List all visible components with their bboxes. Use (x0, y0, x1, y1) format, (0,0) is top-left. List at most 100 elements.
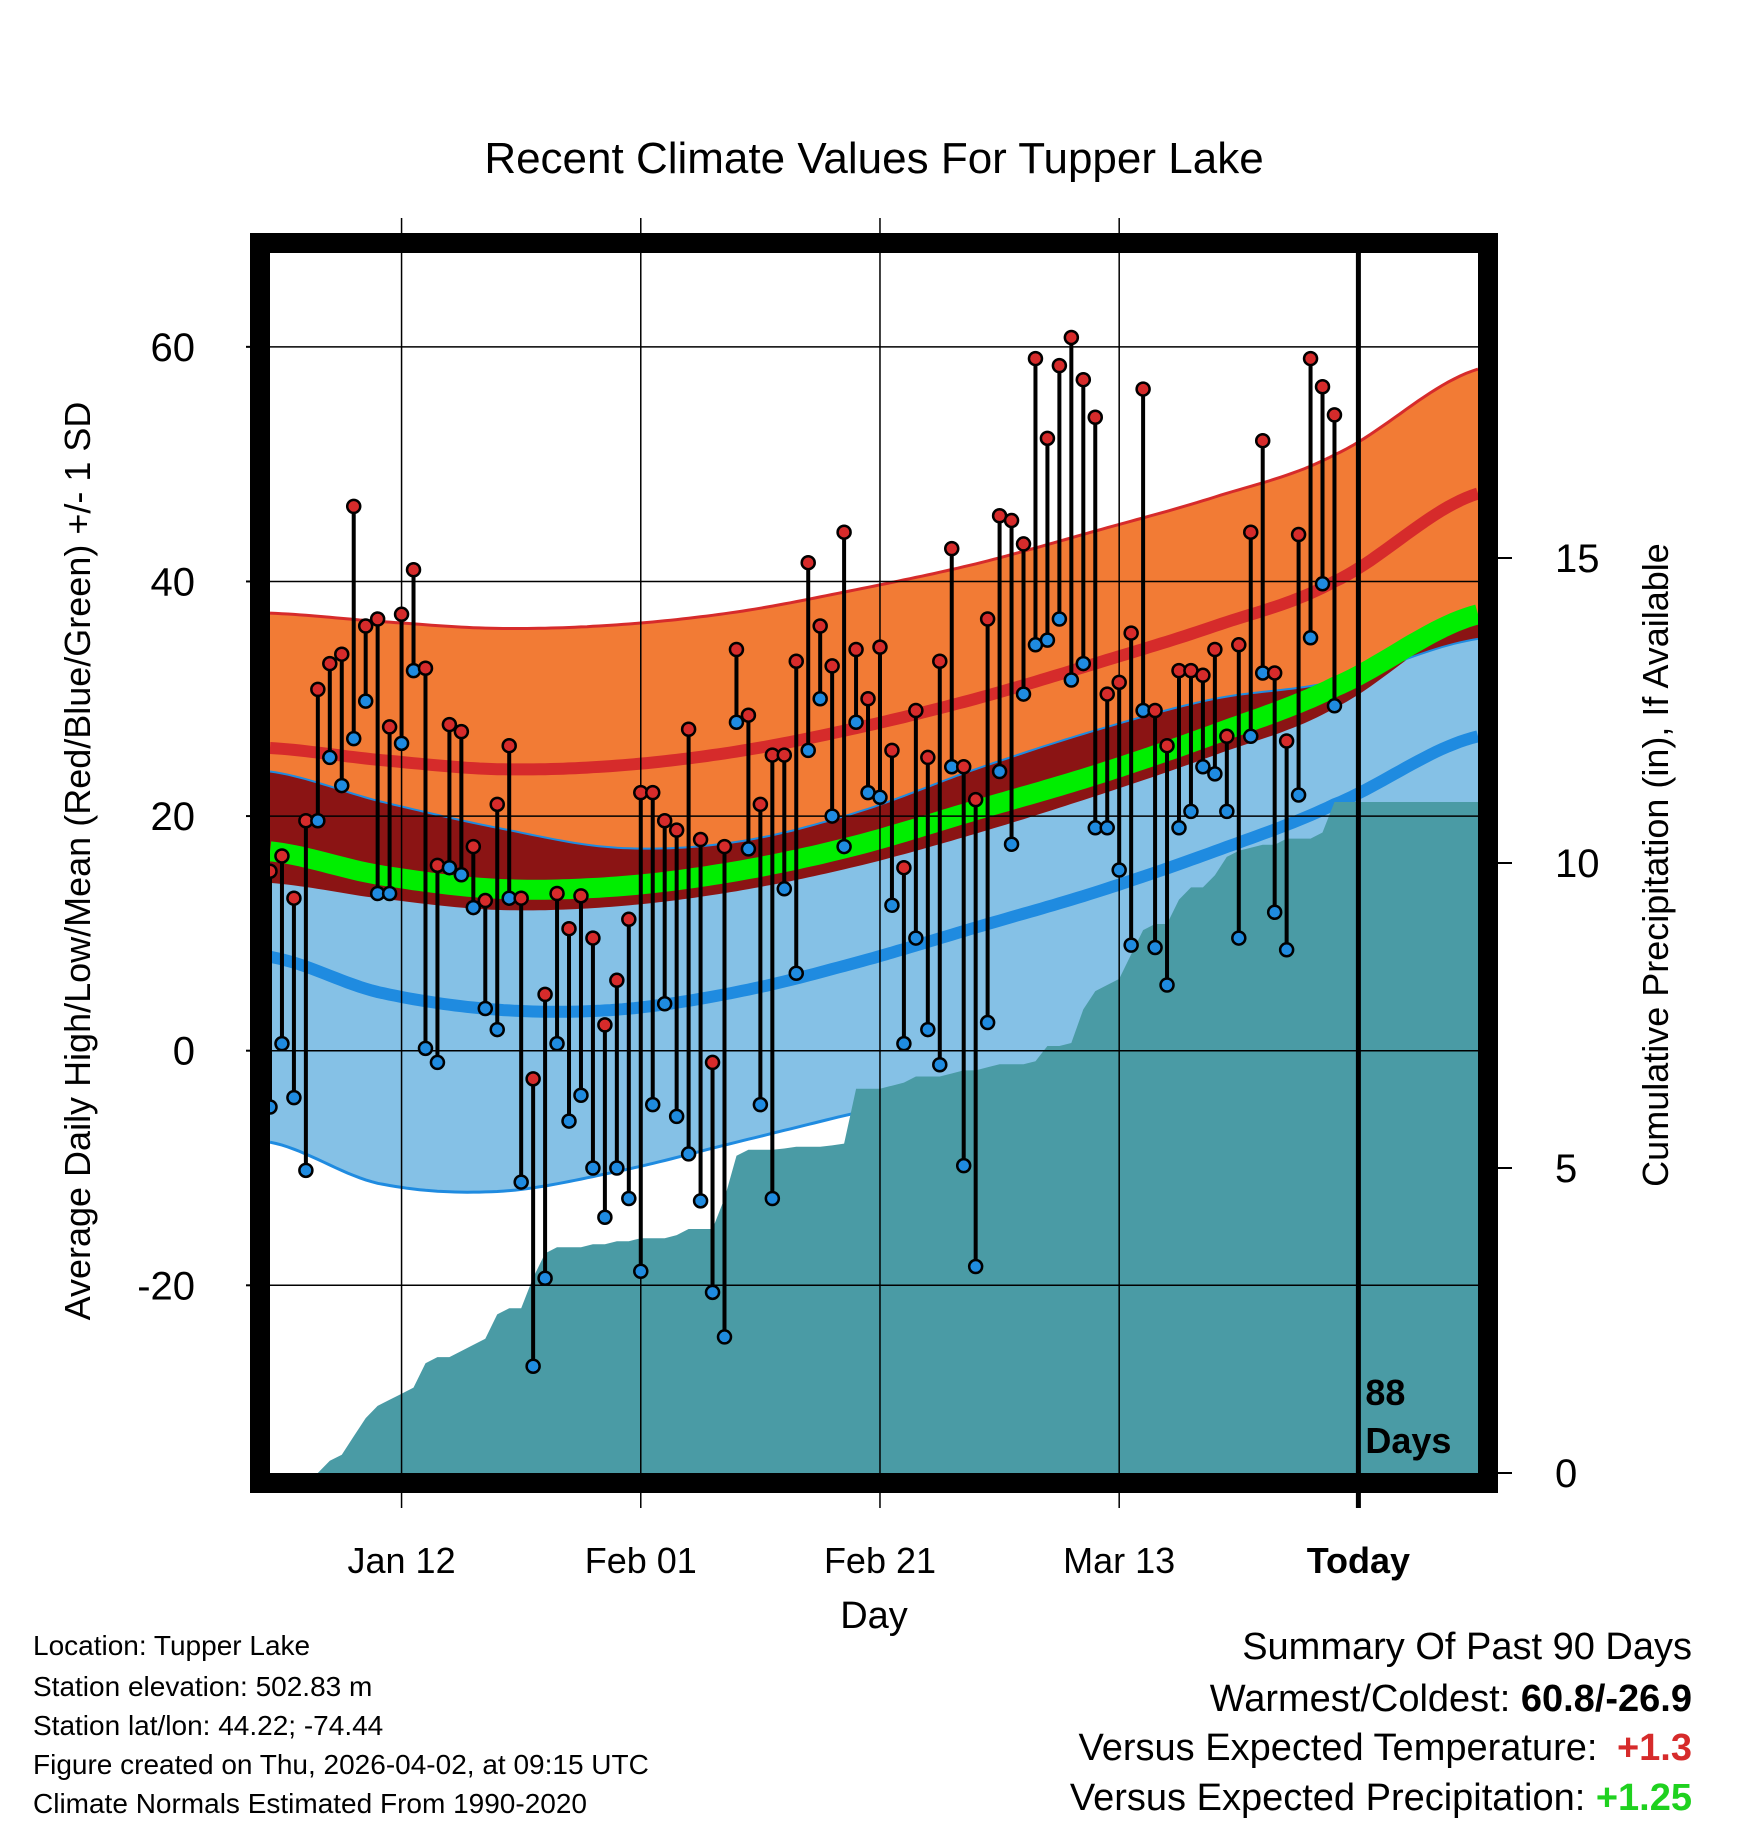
low-point (991, 763, 1008, 780)
high-point (549, 885, 565, 902)
low-point (656, 996, 673, 1012)
high-point (334, 646, 350, 662)
high-point (788, 653, 805, 669)
y-tick-label: 60 (151, 326, 196, 370)
low-point (597, 1209, 613, 1226)
low-point (1326, 698, 1343, 714)
high-point (644, 784, 661, 801)
today-days-count: 88 (1365, 1372, 1405, 1413)
today-days-label: Days (1365, 1420, 1451, 1461)
low-point (872, 789, 888, 806)
high-point (1123, 625, 1139, 641)
mean-normal-line (268, 604, 1481, 900)
low-point (668, 1108, 685, 1125)
low-point (417, 1040, 434, 1057)
low-point (967, 1258, 984, 1275)
low-point (1063, 672, 1080, 688)
high-point (692, 831, 709, 848)
y-tick-label: -20 (137, 1264, 195, 1308)
y-tick-label: 0 (173, 1030, 195, 1074)
precip-label: Versus Expected Precipitation: (1069, 1777, 1586, 1819)
low-point (1159, 977, 1175, 993)
high-point (381, 719, 398, 735)
high-point (908, 702, 924, 719)
summary-temperature: Versus Expected Temperature: +1.3 (1079, 1729, 1692, 1767)
high-point (680, 721, 697, 738)
low-sd-band (270, 638, 1478, 1193)
y2-axis-label: Cumulative Precipitation (in), If Availa… (1635, 543, 1676, 1187)
summary-warmest: Warmest/Coldest: 60.8/-26.9 (1210, 1680, 1692, 1718)
low-point (286, 1089, 302, 1106)
high-point (621, 911, 637, 928)
high-point (728, 641, 745, 658)
low-point (1290, 787, 1307, 803)
high-point (357, 618, 374, 634)
warmest-label: Warmest/Coldest: (1209, 1678, 1511, 1720)
low-point (1051, 611, 1068, 627)
high-point (979, 611, 996, 627)
high-point (776, 747, 793, 763)
high-point (286, 890, 302, 906)
low-point (357, 693, 374, 709)
high-point (1278, 733, 1295, 749)
high-point (1254, 432, 1271, 449)
high-point (525, 1071, 541, 1087)
high-point (656, 813, 673, 829)
high-point (585, 930, 601, 946)
high-point (1266, 665, 1283, 681)
low-point (920, 1021, 936, 1038)
normals-text: Climate Normals Estimated From 1990-2020 (33, 1788, 587, 1819)
warmest-value: 60.8/-26.9 (1520, 1678, 1692, 1720)
y-tick-label: 40 (151, 560, 196, 604)
high-point (1302, 350, 1319, 367)
low-point (334, 777, 350, 794)
elevation-text: Station elevation: 502.83 m (33, 1671, 373, 1702)
low-point (1123, 937, 1139, 953)
low-point (836, 838, 852, 855)
low-point (465, 899, 482, 916)
high-point (609, 972, 625, 989)
low-point (298, 1162, 314, 1179)
high-point (1087, 409, 1104, 425)
y2-tick-label: 5 (1555, 1147, 1577, 1191)
low-point (549, 1035, 565, 1052)
high-point (345, 498, 362, 515)
high-point (561, 920, 577, 937)
low-point (680, 1146, 697, 1162)
temp-label: Versus Expected Temperature: (1078, 1727, 1598, 1769)
low-point (573, 1087, 589, 1104)
high-point (537, 986, 553, 1003)
low-point (884, 897, 900, 913)
high-point (1003, 512, 1020, 529)
high-point (967, 791, 984, 808)
y2-tick-label: 15 (1555, 537, 1600, 581)
high-point (943, 540, 960, 557)
latlon-text: Station lat/lon: 44.22; -74.44 (33, 1710, 384, 1741)
precip-cumulative-area (270, 802, 1478, 1473)
low-point (322, 749, 338, 766)
low-point (537, 1270, 553, 1287)
high-point (597, 1017, 613, 1033)
high-point (369, 611, 386, 627)
low-point (896, 1035, 912, 1052)
low-normal-line (268, 730, 1480, 1018)
high-point (417, 660, 434, 677)
high-point (752, 796, 769, 813)
low-point (525, 1358, 541, 1374)
low-point (1015, 686, 1032, 702)
low-point (1278, 942, 1295, 958)
low-point (381, 885, 398, 902)
high-point (860, 691, 876, 707)
low-point (644, 1096, 661, 1113)
y2-tick-label: 0 (1555, 1452, 1577, 1496)
high-point (1326, 407, 1343, 423)
high-normal-line (269, 487, 1480, 776)
low-point (1183, 803, 1199, 820)
high-point (1219, 728, 1235, 745)
low-point (752, 1096, 769, 1113)
high-point (1243, 524, 1259, 540)
high-point (920, 749, 936, 766)
low-point (848, 714, 864, 730)
high-point (716, 838, 733, 855)
